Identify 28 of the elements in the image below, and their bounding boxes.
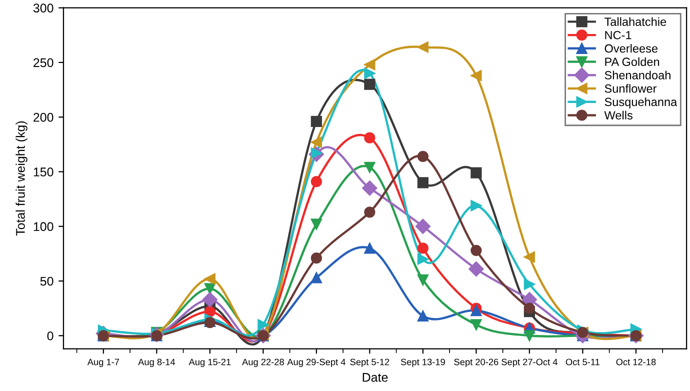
x-tick-label: Aug 22-28 (242, 358, 284, 368)
y-tick-label: 150 (34, 168, 54, 176)
legend-label: Susquehanna (604, 97, 678, 108)
x-tick-label: Oct 5-11 (566, 358, 600, 366)
y-tick-label: 300 (33, 4, 54, 12)
legend-label: Shenandoah (604, 70, 670, 80)
legend-label: Overleese (604, 44, 658, 53)
y-axis-title: Total fruit weight (kg) (16, 121, 28, 236)
y-tick-label: 250 (34, 58, 54, 68)
x-tick-label: Sept 27-Oct 4 (502, 358, 558, 368)
x-tick-label: Aug 8-14 (138, 358, 176, 368)
legend-label: PA Golden (605, 57, 660, 66)
legend-label: NC-1 (605, 30, 632, 40)
x-tick-label: Aug 15-21 (188, 358, 231, 368)
x-tick-label: Oct 12-18 (616, 358, 656, 366)
legend-label: Wells (604, 110, 632, 120)
y-tick-label: 50 (40, 276, 54, 286)
y-tick-label: 0 (47, 331, 54, 340)
x-tick-label: Sept 20-26 (454, 358, 498, 368)
x-tick-label: Aug 29-Sept 4 (287, 358, 346, 368)
legend-label: Tallahatchie (604, 17, 666, 26)
x-axis-title: Date (362, 373, 388, 382)
y-tick-label: 200 (34, 112, 54, 122)
x-tick-label: Aug 1-7 (87, 358, 120, 368)
y-tick-label: 100 (34, 222, 54, 232)
legend-label: Sunflower (604, 84, 657, 93)
x-tick-label: Sept 5-12 (350, 358, 390, 368)
x-tick-label: Sept 13-19 (400, 358, 445, 368)
